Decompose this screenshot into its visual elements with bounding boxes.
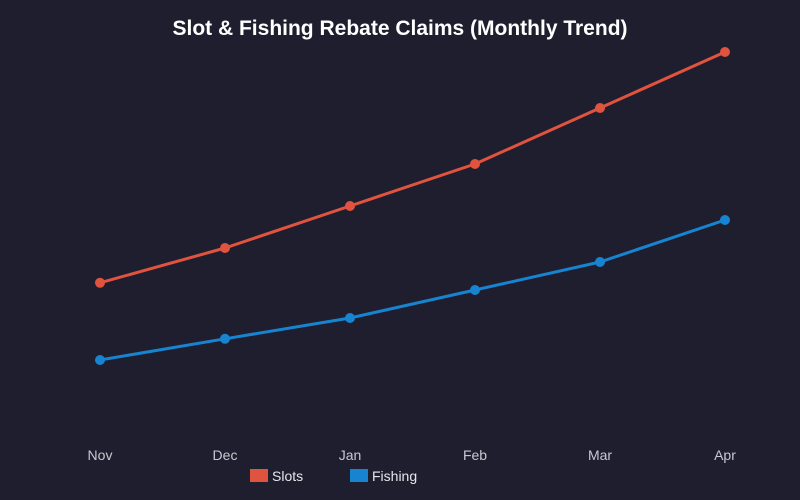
data-point-slots-apr[interactable] xyxy=(720,47,730,57)
legend: Slots Fishing xyxy=(250,468,417,484)
legend-item-slots[interactable]: Slots xyxy=(250,468,303,484)
series-slots xyxy=(95,47,730,288)
x-tick-label: Mar xyxy=(588,447,612,463)
series-line-fishing xyxy=(98,218,727,362)
legend-label-slots: Slots xyxy=(272,468,303,484)
chart-title: Slot & Fishing Rebate Claims (Monthly Tr… xyxy=(172,17,627,40)
data-point-slots-nov[interactable] xyxy=(95,277,105,288)
x-tick-label: Apr xyxy=(714,447,736,463)
series-layer xyxy=(95,47,730,365)
data-point-fishing-apr[interactable] xyxy=(720,215,730,225)
data-point-fishing-nov[interactable] xyxy=(95,355,105,365)
x-tick-label: Feb xyxy=(463,447,487,463)
series-fishing xyxy=(95,215,730,365)
data-point-fishing-feb[interactable] xyxy=(470,285,480,295)
data-point-slots-mar[interactable] xyxy=(595,103,605,113)
data-point-slots-dec[interactable] xyxy=(220,243,230,253)
legend-swatch-slots xyxy=(250,469,268,482)
data-point-fishing-mar[interactable] xyxy=(595,257,605,267)
data-point-slots-feb[interactable] xyxy=(470,159,480,169)
series-line-slots xyxy=(98,50,727,285)
x-axis: Nov Dec Jan Feb Mar Apr xyxy=(88,447,737,463)
x-tick-label: Nov xyxy=(88,447,113,463)
x-tick-label: Jan xyxy=(339,447,362,463)
legend-item-fishing[interactable]: Fishing xyxy=(350,468,417,484)
data-point-fishing-jan[interactable] xyxy=(345,313,355,323)
data-point-fishing-dec[interactable] xyxy=(220,333,230,344)
x-tick-label: Dec xyxy=(213,447,238,463)
data-point-slots-jan[interactable] xyxy=(345,201,355,211)
legend-label-fishing: Fishing xyxy=(372,468,417,484)
legend-swatch-fishing xyxy=(350,469,368,482)
